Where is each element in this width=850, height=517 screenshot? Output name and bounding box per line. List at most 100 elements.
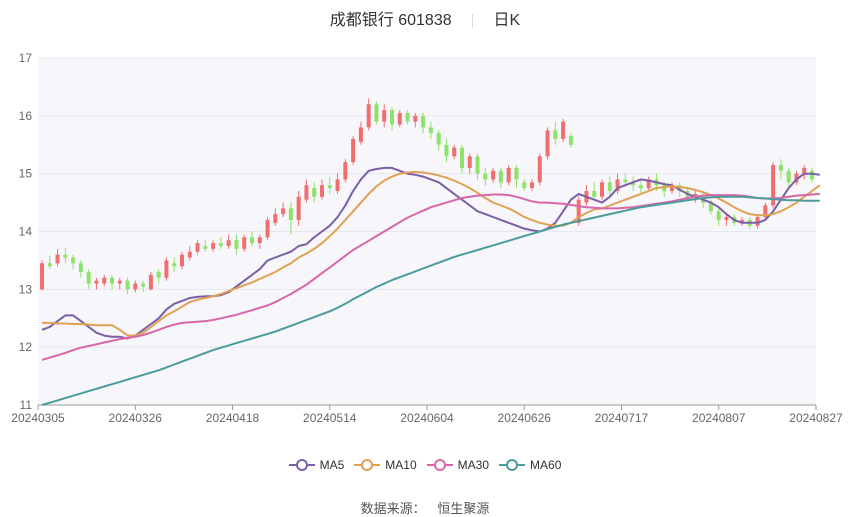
candle-body [141, 283, 146, 287]
candle [94, 277, 99, 290]
candle-body [444, 144, 449, 157]
candle-body [47, 263, 52, 267]
candle-body [117, 280, 122, 284]
candle-body [553, 130, 558, 139]
candle-body [304, 185, 309, 200]
candle-body [273, 214, 278, 223]
candle [771, 162, 776, 209]
candle-body [358, 127, 363, 142]
candle [755, 214, 760, 229]
candle-body [475, 156, 480, 174]
candle [716, 208, 721, 226]
candle-body [405, 112, 410, 122]
x-tick-label: 20240604 [400, 411, 454, 425]
candle [778, 159, 783, 180]
x-axis: 20240305 20240326 20240418 20240514 20240604… [11, 404, 843, 425]
candle-body [607, 182, 612, 192]
candle [180, 251, 184, 270]
candle [498, 167, 503, 189]
candle-body [506, 167, 511, 183]
candle [102, 274, 107, 287]
candle [366, 98, 371, 131]
candle-body [786, 170, 791, 183]
candle-body [460, 147, 464, 168]
candle-body [600, 182, 604, 197]
candle [242, 234, 247, 252]
ma-lines-layer [41, 166, 821, 406]
candle-body [638, 185, 643, 189]
period-label[interactable]: 日K [493, 12, 521, 29]
candle [421, 112, 426, 134]
candle [794, 170, 799, 186]
candle [78, 260, 83, 278]
candle [226, 234, 231, 249]
candle [296, 191, 301, 226]
candle-body [592, 191, 597, 197]
x-tick-label: 20240305 [11, 411, 65, 425]
candle-body [382, 110, 387, 122]
stock-title: 成都银行 601838 [329, 12, 452, 29]
legend-item-ma10[interactable]: MA10 [354, 458, 417, 472]
candle [133, 280, 138, 293]
chart-title: 成都银行 601838 日K [0, 6, 850, 30]
candle-body [86, 271, 91, 284]
legend-item-ma30[interactable]: MA30 [426, 458, 489, 472]
legend-label: MA60 [530, 458, 562, 472]
candle-body [110, 277, 114, 284]
candle [382, 104, 387, 128]
legend-item-ma5[interactable]: MA5 [288, 458, 344, 472]
legend: MA5 MA10 MA30 MA60 [0, 458, 850, 475]
candle [390, 107, 394, 131]
candle [47, 255, 52, 270]
candle-body [257, 237, 262, 244]
candle-body [568, 136, 573, 145]
candle-body [646, 179, 651, 189]
candle [250, 231, 254, 246]
candle [561, 118, 566, 142]
candle-body [670, 185, 674, 192]
candle-body [296, 196, 301, 220]
candle [273, 208, 278, 226]
candle [63, 247, 68, 264]
candle [530, 179, 534, 192]
candle-body [778, 164, 783, 171]
legend-marker-icon [426, 459, 453, 471]
candle-body [763, 205, 768, 218]
candle [607, 176, 612, 197]
candle-body [530, 182, 534, 189]
candle-body [631, 182, 636, 186]
candle-body [537, 156, 542, 183]
candle-body [794, 173, 799, 183]
candle-body [180, 254, 184, 267]
candle [522, 179, 527, 192]
legend-marker-icon [499, 459, 526, 471]
candle-body [413, 115, 418, 122]
candle-body [312, 188, 317, 197]
candle [86, 269, 91, 290]
y-tick-label: 17 [19, 51, 33, 65]
candle [460, 144, 464, 174]
candle [265, 217, 270, 241]
candle [203, 240, 208, 252]
candle-body [187, 251, 192, 258]
candle [514, 164, 519, 189]
data-source: 数据来源： 恒生聚源 [0, 498, 850, 517]
candle [288, 202, 293, 235]
candle [335, 173, 340, 194]
candle [71, 254, 76, 270]
candle [374, 101, 379, 125]
candle [55, 248, 60, 267]
legend-item-ma60[interactable]: MA60 [499, 458, 561, 472]
source-label: 数据来源： [360, 501, 426, 516]
candle [343, 159, 348, 183]
candle-body [421, 115, 426, 128]
source-name: 恒生聚源 [437, 501, 490, 516]
candle-body [467, 156, 472, 168]
candle [117, 277, 122, 290]
candle-body [755, 217, 760, 226]
x-tick-label: 20240514 [303, 411, 357, 425]
candle-body [514, 167, 519, 180]
candle [638, 179, 643, 194]
candle-body [452, 147, 457, 157]
